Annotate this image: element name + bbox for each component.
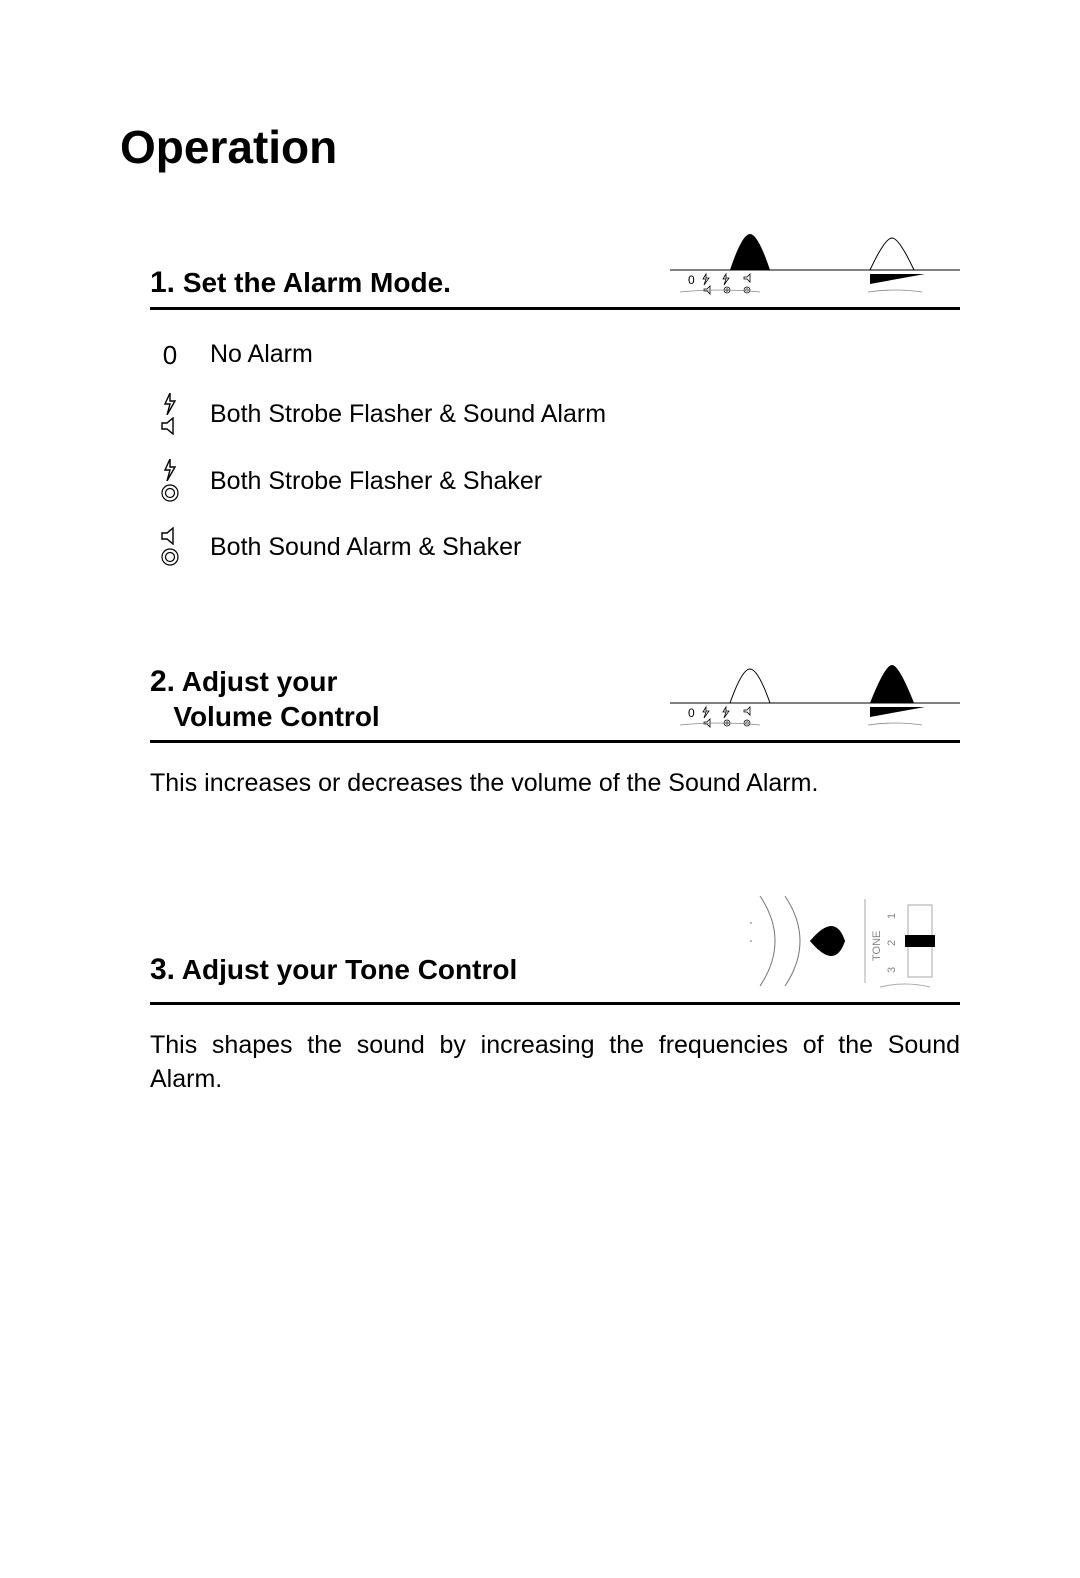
mode-label: Both Sound Alarm & Shaker xyxy=(210,533,521,562)
section-title-text: Adjust your Tone Control xyxy=(182,954,517,985)
section-title: 1. Set the Alarm Mode. xyxy=(150,265,451,301)
svg-text:2: 2 xyxy=(886,940,898,946)
section-number: 3. xyxy=(150,953,175,986)
zero-icon: 0 xyxy=(150,342,190,368)
section-header: 3. Adjust your Tone Control TONE xyxy=(150,891,960,1005)
section-tone: 3. Adjust your Tone Control TONE xyxy=(150,891,960,1097)
mode-label: No Alarm xyxy=(210,340,313,369)
bolt-speaker-icon xyxy=(150,393,190,435)
svg-text:3: 3 xyxy=(886,967,898,973)
section-title: 3. Adjust your Tone Control xyxy=(150,952,517,996)
mode-label: Both Strobe Flasher & Sound Alarm xyxy=(210,400,606,429)
section-volume: 2. Adjust your Volume Control 0 xyxy=(150,657,960,801)
section-alarm-mode: 1. Set the Alarm Mode. 0 xyxy=(150,224,960,567)
svg-text:0: 0 xyxy=(688,706,695,720)
mode-row: Both Sound Alarm & Shaker xyxy=(150,527,960,567)
section-title-line1: Adjust your xyxy=(182,666,338,697)
mode-row: Both Strobe Flasher & Shaker xyxy=(150,459,960,503)
tone-label-text: TONE xyxy=(871,930,883,960)
page: Operation 1. Set the Alarm Mode. xyxy=(0,0,1080,1578)
mode-label: Both Strobe Flasher & Shaker xyxy=(210,467,542,496)
section-title-line2: Volume Control xyxy=(173,701,379,732)
volume-diagram: 0 xyxy=(670,657,960,734)
tone-diagram: TONE 1 2 3 xyxy=(730,891,960,996)
section-header: 1. Set the Alarm Mode. 0 xyxy=(150,224,960,310)
tone-body: This shapes the sound by increasing the … xyxy=(150,1029,960,1097)
alarm-mode-list: 0 No Alarm Both Strobe Flasher & Sound A… xyxy=(150,340,960,567)
bolt-shaker-icon xyxy=(150,459,190,503)
page-title: Operation xyxy=(120,120,960,174)
alarm-mode-diagram: 0 xyxy=(670,224,960,301)
section-header: 2. Adjust your Volume Control 0 xyxy=(150,657,960,743)
section-title-text: Set the Alarm Mode. xyxy=(183,267,451,298)
section-title: 2. Adjust your Volume Control xyxy=(150,664,380,734)
mode-row: 0 No Alarm xyxy=(150,340,960,369)
section-number: 2. xyxy=(150,665,175,698)
volume-body: This increases or decreases the volume o… xyxy=(150,767,960,801)
svg-text:0: 0 xyxy=(688,273,695,287)
speaker-shaker-icon xyxy=(150,527,190,567)
mode-row: Both Strobe Flasher & Sound Alarm xyxy=(150,393,960,435)
svg-text:1: 1 xyxy=(886,913,898,919)
section-number: 1. xyxy=(150,266,175,299)
